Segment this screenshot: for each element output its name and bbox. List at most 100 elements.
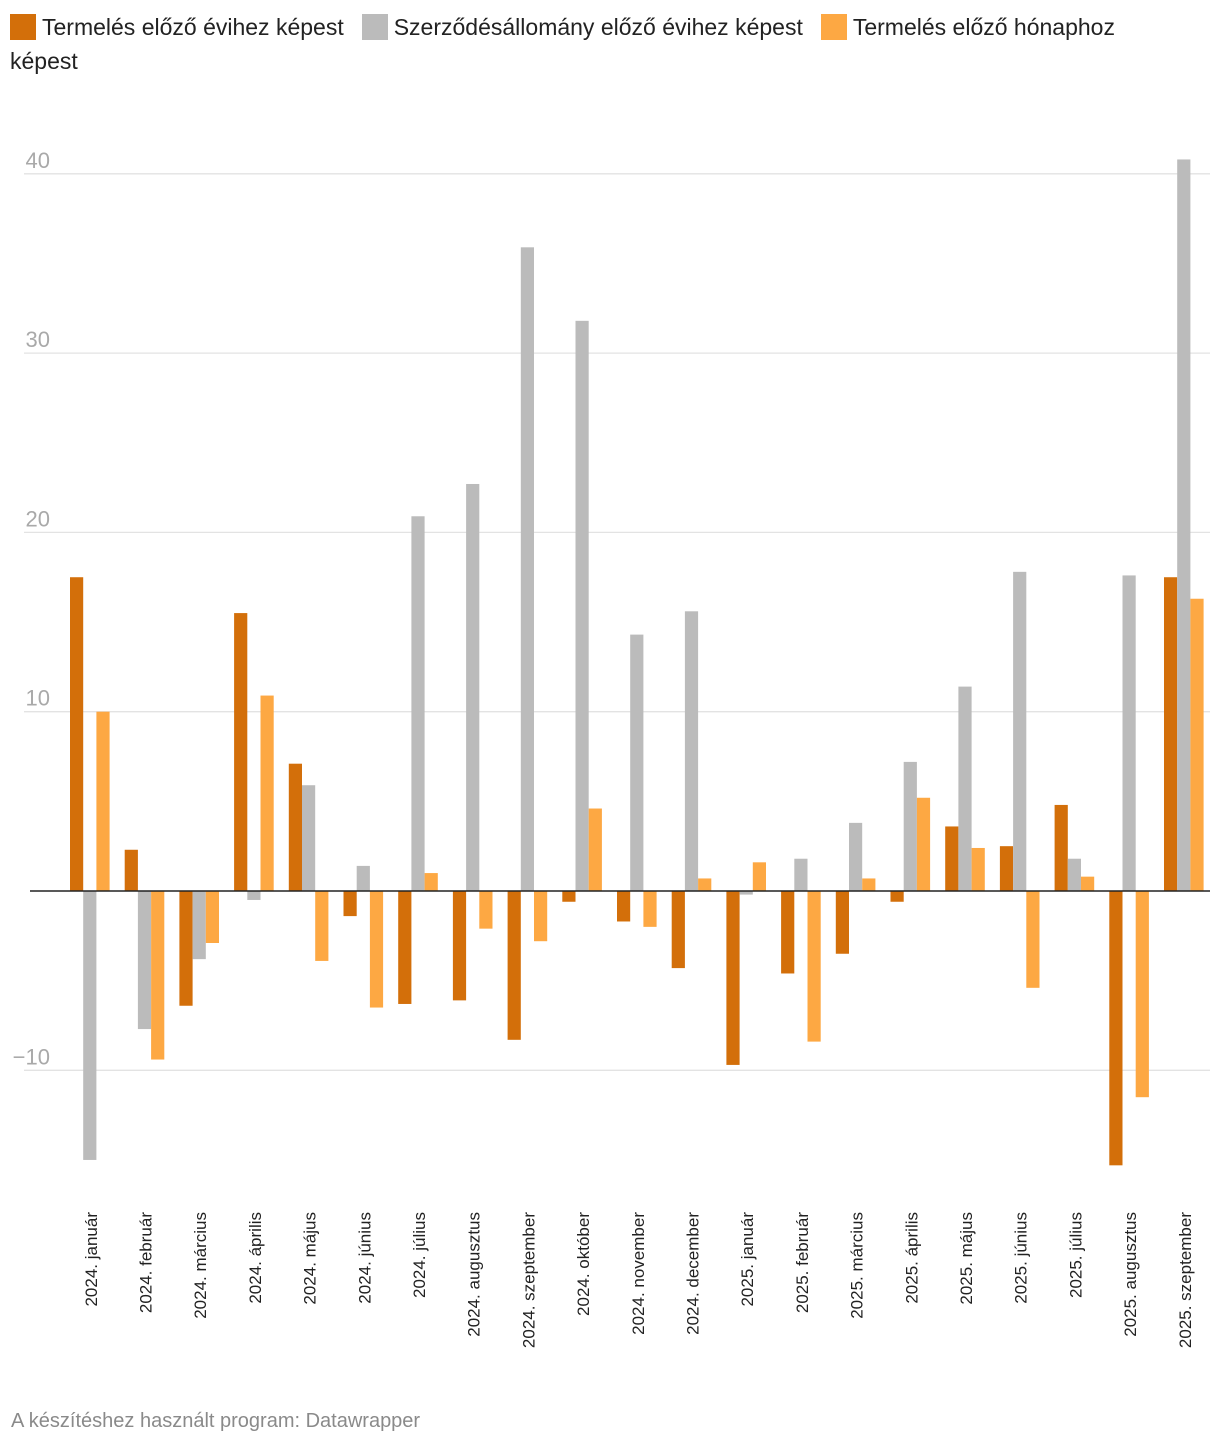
- bar: [205, 891, 219, 943]
- x-tick-label: 2025. június: [1012, 1212, 1031, 1304]
- bar: [739, 891, 753, 895]
- x-tick-label: 2025. szeptember: [1176, 1212, 1195, 1348]
- x-tick-label: 2025. március: [848, 1212, 867, 1319]
- legend-item: Szerződésállomány előző évihez képest: [361, 14, 803, 40]
- bar: [369, 891, 384, 1008]
- x-tick-label: 2025. július: [1066, 1212, 1085, 1298]
- bar: [971, 847, 985, 891]
- bar: [617, 891, 631, 922]
- x-tick-label: 2025. február: [793, 1212, 812, 1313]
- bar: [247, 891, 261, 900]
- bar: [1054, 804, 1068, 891]
- bar: [794, 858, 808, 891]
- bar: [726, 891, 740, 1065]
- bar: [452, 891, 467, 1001]
- legend-swatch: [361, 14, 388, 40]
- bar: [302, 785, 316, 891]
- bar: [288, 763, 302, 891]
- bar: [807, 891, 821, 1042]
- bar: [671, 891, 685, 969]
- legend-swatch: [10, 14, 36, 40]
- bar: [179, 891, 193, 1006]
- bar: [1177, 159, 1191, 891]
- bar: [234, 613, 248, 891]
- legend-item: Termelés előző hónaphoz képest: [10, 14, 1115, 74]
- bar: [192, 891, 206, 960]
- bar: [916, 797, 931, 891]
- bar: [83, 891, 97, 1160]
- bar: [1122, 575, 1136, 891]
- x-tick-label: 2024. november: [629, 1212, 648, 1335]
- bar: [1135, 891, 1149, 1098]
- bar: [862, 878, 876, 891]
- bar: [999, 846, 1014, 891]
- bar: [1190, 598, 1204, 891]
- legend-label: Termelés előző évihez képest: [42, 14, 344, 40]
- bar: [849, 822, 863, 891]
- x-tick-label: 2024. február: [137, 1212, 156, 1313]
- bar: [70, 577, 84, 891]
- bar: [890, 891, 904, 902]
- x-tick-label: 2025. április: [902, 1212, 921, 1304]
- bar: [835, 891, 849, 954]
- x-tick-label: 2024. január: [82, 1212, 101, 1307]
- chart-legend: Termelés előző évihez képest Szerződésáll…: [10, 10, 1200, 78]
- bar: [356, 865, 370, 891]
- bar: [137, 891, 152, 1030]
- bar: [534, 891, 548, 942]
- bar: [1081, 876, 1095, 891]
- bar: [698, 878, 712, 891]
- bar: [343, 891, 357, 917]
- x-tick-label: 2024. augusztus: [465, 1212, 484, 1337]
- bar: [520, 247, 534, 892]
- legend-label: Szerződésállomány előző évihez képest: [393, 14, 803, 40]
- bar: [398, 891, 412, 1004]
- bar: [781, 891, 795, 974]
- bar: [958, 686, 972, 891]
- x-tick-label: 2024. május: [301, 1212, 320, 1305]
- y-tick-label: 20: [26, 506, 50, 531]
- bar: [1013, 571, 1027, 891]
- bar: [575, 320, 589, 891]
- bar: [479, 891, 493, 929]
- bar: [684, 611, 699, 891]
- bar: [151, 891, 165, 1060]
- bar: [507, 891, 521, 1040]
- x-tick-label: 2024. április: [246, 1212, 265, 1304]
- bar: [630, 634, 644, 891]
- bar: [124, 849, 138, 891]
- bar: [945, 826, 959, 891]
- y-tick-label: 10: [26, 686, 50, 711]
- bar: [315, 891, 329, 961]
- bar: [562, 891, 576, 902]
- x-tick-label: 2025. január: [738, 1212, 757, 1307]
- x-tick-label: 2025. május: [957, 1212, 976, 1305]
- bar: [752, 862, 766, 891]
- x-tick-label: 2025. augusztus: [1121, 1212, 1140, 1337]
- bar: [903, 761, 917, 891]
- y-tick-label: −10: [13, 1044, 50, 1069]
- x-tick-label: 2024. december: [684, 1212, 703, 1335]
- bar: [1067, 858, 1081, 891]
- x-tick-label: 2024. október: [574, 1212, 593, 1316]
- bar: [1109, 891, 1123, 1166]
- x-tick-label: 2024. június: [355, 1212, 374, 1304]
- bar: [1164, 577, 1178, 891]
- x-tick-label: 2024. szeptember: [519, 1212, 538, 1348]
- bar: [260, 695, 274, 891]
- bar: [96, 711, 110, 891]
- bar: [1026, 891, 1040, 988]
- x-tick-label: 2024. július: [410, 1212, 429, 1298]
- legend-item: Termelés előző évihez képest: [10, 14, 344, 40]
- bar: [466, 483, 480, 891]
- bar: [411, 516, 425, 891]
- legend-swatch: [820, 14, 847, 40]
- bar: [424, 873, 438, 891]
- bar: [588, 808, 602, 891]
- x-tick-label: 2024. március: [191, 1212, 210, 1319]
- legend-label: Termelés előző hónaphoz képest: [10, 14, 1115, 74]
- bar: [643, 891, 657, 927]
- y-tick-label: 30: [26, 327, 50, 352]
- footer-credit: A készítéshez használt program: Datawrap…: [11, 1410, 421, 1432]
